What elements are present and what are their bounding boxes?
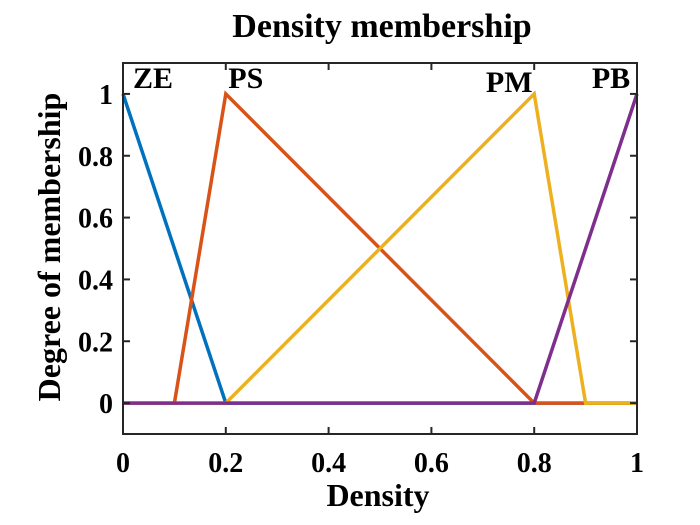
series-label-pm: PM: [486, 66, 533, 99]
x-tick-label: 0: [116, 448, 130, 479]
y-axis-label: Degree of membership: [31, 93, 67, 402]
plot-area: 0 0.2 0.4 0.6 0.8 1 0 0.2 0.4 0.6 0.8 1 ZE PS PM PB: [78, 62, 644, 479]
series-label-pb: PB: [592, 62, 630, 95]
x-axis-label: Density: [326, 477, 429, 513]
y-tick-label: 0.8: [78, 142, 113, 173]
x-tick-label: 0.4: [311, 448, 346, 479]
x-tick-label: 0.6: [414, 448, 449, 479]
y-tick-label: 1: [99, 80, 113, 111]
x-tick-label: 1: [630, 448, 644, 479]
y-tick-label: 0.6: [78, 204, 113, 235]
x-tick-label: 0.2: [208, 448, 243, 479]
y-tick-label: 0: [99, 389, 113, 420]
series-line-pb: [123, 93, 639, 405]
x-tick-label: 0.8: [517, 448, 552, 479]
y-tick-label: 0.2: [78, 327, 113, 358]
series-label-ps: PS: [228, 62, 263, 95]
series-label-ze: ZE: [133, 62, 173, 95]
y-tick-label: 0.4: [78, 265, 113, 296]
chart-title: Density membership: [232, 8, 531, 45]
axes-box: [122, 62, 638, 435]
